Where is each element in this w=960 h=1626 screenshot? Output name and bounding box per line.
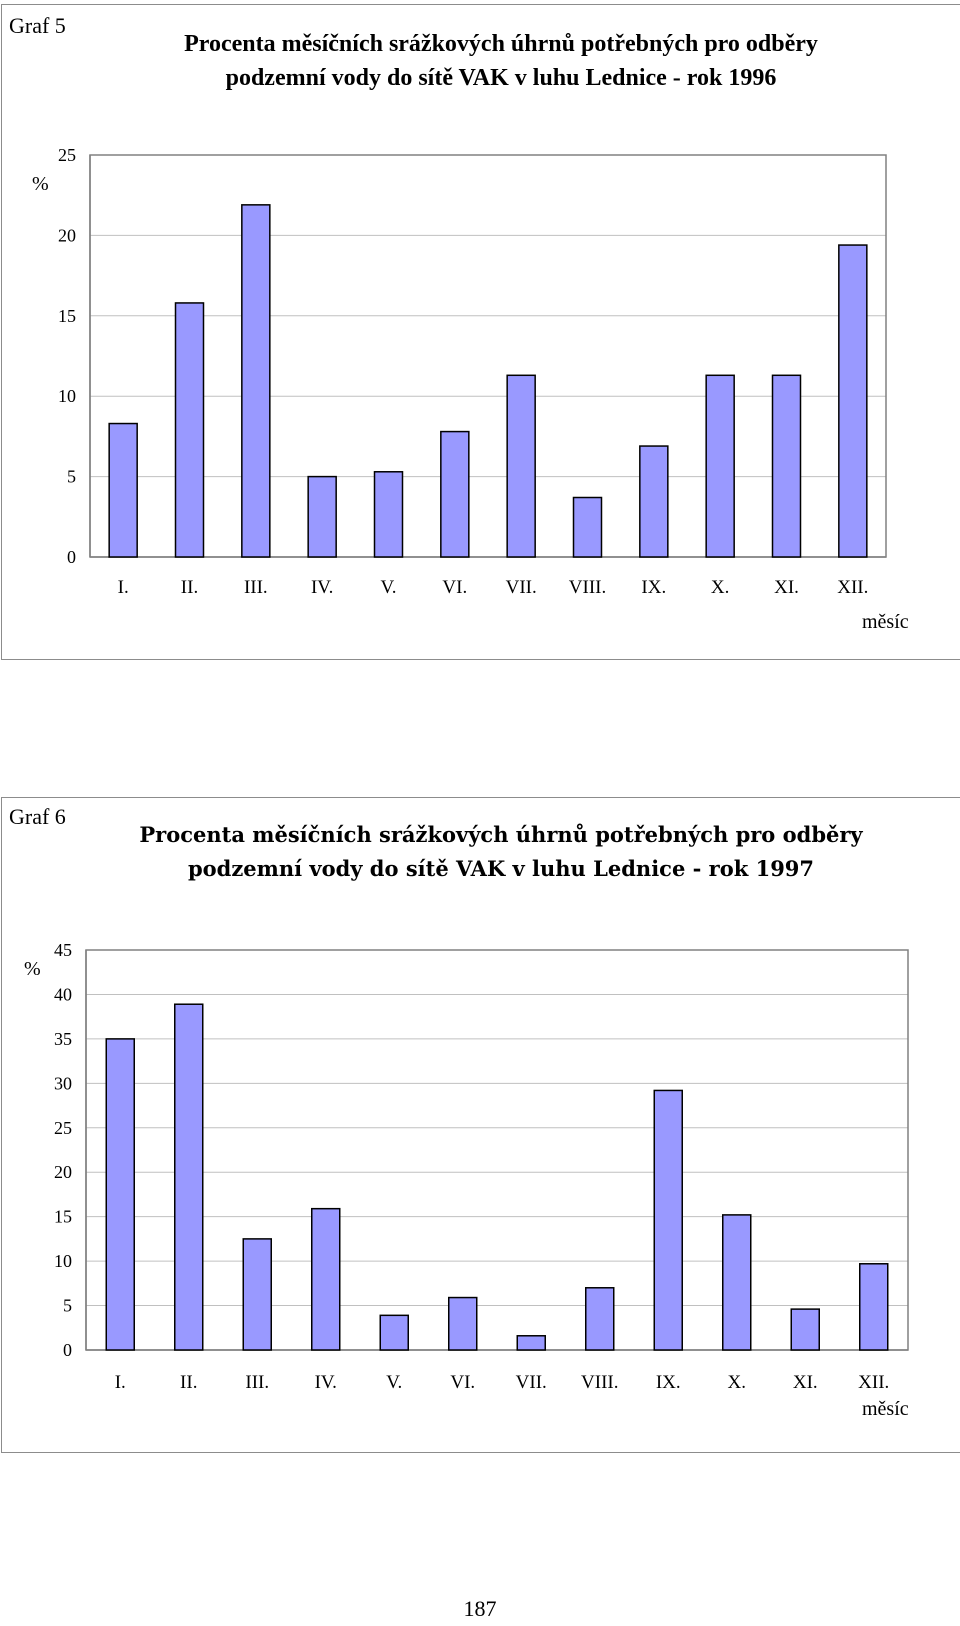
- x-tick-label: IV.: [311, 577, 333, 598]
- plot-area-border: [85, 949, 909, 1351]
- bar: [653, 1089, 683, 1351]
- bar: [307, 475, 337, 558]
- bar: [705, 374, 735, 558]
- y-tick-label: 15: [58, 306, 76, 326]
- graf-label: Graf 6: [9, 804, 66, 829]
- chart-panel-graf-5: Graf 5 Procenta měsíčních srážkových úhr…: [1, 4, 960, 660]
- y-tick-label: 40: [54, 984, 72, 1004]
- chart-title: Procenta měsíčních srážkových úhrnů potř…: [82, 818, 920, 886]
- x-tick-label: XI.: [774, 577, 799, 598]
- bar: [108, 422, 138, 558]
- bar: [440, 430, 470, 558]
- x-tick-label: I.: [115, 1372, 126, 1393]
- bar: [448, 1296, 478, 1351]
- chart-title-line-2: podzemní vody do sítě VAK v luhu Lednice…: [225, 65, 777, 91]
- x-tick-label: VII.: [516, 1372, 547, 1393]
- page-number: 187: [463, 1596, 497, 1621]
- bar: [722, 1214, 752, 1351]
- x-tick-label: IX.: [641, 577, 666, 598]
- y-tick-label: 20: [58, 225, 76, 245]
- bar: [373, 471, 404, 558]
- bar: [311, 1207, 341, 1351]
- chart-title-line-1: Procenta měsíčních srážkových úhrnů potř…: [139, 822, 863, 847]
- bar: [771, 374, 802, 558]
- y-tick-label: 0: [63, 1340, 72, 1360]
- y-tick-label: 0: [67, 547, 76, 567]
- bar: [516, 1335, 546, 1351]
- x-tick-label: VI.: [450, 1372, 475, 1393]
- x-axis-label: měsíc: [862, 1398, 909, 1420]
- y-tick-label: 25: [58, 145, 76, 165]
- x-axis-label: měsíc: [862, 611, 909, 633]
- bar: [506, 374, 536, 558]
- chart-title-line-1: Procenta měsíčních srážkových úhrnů potř…: [184, 31, 818, 57]
- bar: [859, 1263, 889, 1351]
- bar: [572, 496, 603, 558]
- y-tick-label: 45: [54, 940, 72, 960]
- bar-chart-1996: 0 5 10 15 20 25 I. II. III. IV. V. VI. VII. VIII. IX. X…: [58, 145, 887, 598]
- bar: [105, 1038, 135, 1351]
- y-tick-label: 5: [67, 467, 76, 487]
- x-tick-label: I.: [118, 577, 129, 598]
- bar: [585, 1287, 615, 1351]
- bar: [790, 1308, 820, 1351]
- x-tick-label: VII.: [506, 577, 537, 598]
- bar: [242, 1238, 272, 1351]
- bar: [838, 244, 868, 558]
- x-tick-label: IX.: [656, 1372, 681, 1393]
- plot-area-border: [89, 154, 887, 558]
- x-tick-label: II.: [180, 1372, 197, 1393]
- x-tick-label: XI.: [793, 1372, 818, 1393]
- y-tick-label: 30: [54, 1073, 72, 1093]
- bar: [174, 1003, 204, 1351]
- x-tick-label: V.: [380, 577, 396, 598]
- x-tick-label: X.: [728, 1372, 746, 1393]
- x-tick-label: XII.: [858, 1372, 889, 1393]
- y-tick-label: 35: [54, 1029, 72, 1049]
- y-tick-label: 25: [54, 1118, 72, 1138]
- x-tick-label: VIII.: [569, 577, 606, 598]
- bar: [241, 204, 271, 558]
- bar: [174, 302, 205, 558]
- x-tick-label: XII.: [837, 577, 868, 598]
- x-tick-label: V.: [386, 1372, 402, 1393]
- y-axis-label: %: [32, 173, 49, 195]
- y-tick-label: 5: [63, 1296, 72, 1316]
- x-tick-label: X.: [711, 577, 729, 598]
- x-tick-label: III.: [244, 577, 268, 598]
- graf-label: Graf 5: [9, 13, 66, 38]
- bar: [379, 1314, 409, 1351]
- y-tick-label: 10: [54, 1251, 72, 1271]
- x-tick-label: VI.: [442, 577, 467, 598]
- y-axis-label: %: [24, 958, 41, 980]
- y-tick-label: 10: [58, 386, 76, 406]
- bar-chart-1997: 0 5 10 15 20 25 30 35 40 45 I. II. III. IV. V. VI. VII. V…: [54, 940, 909, 1393]
- x-tick-label: II.: [181, 577, 198, 598]
- y-tick-label: 15: [54, 1207, 72, 1227]
- chart-panel-graf-6: Graf 6 Procenta měsíčních srážkových úhr…: [1, 797, 960, 1453]
- x-tick-label: IV.: [315, 1372, 337, 1393]
- x-tick-label: III.: [245, 1372, 269, 1393]
- chart-title: Procenta měsíčních srážkových úhrnů potř…: [82, 27, 920, 95]
- chart-title-line-2: podzemní vody do sítě VAK v luhu Lednice…: [187, 856, 815, 881]
- x-tick-label: VIII.: [581, 1372, 618, 1393]
- bar: [639, 445, 669, 558]
- y-tick-label: 20: [54, 1162, 72, 1182]
